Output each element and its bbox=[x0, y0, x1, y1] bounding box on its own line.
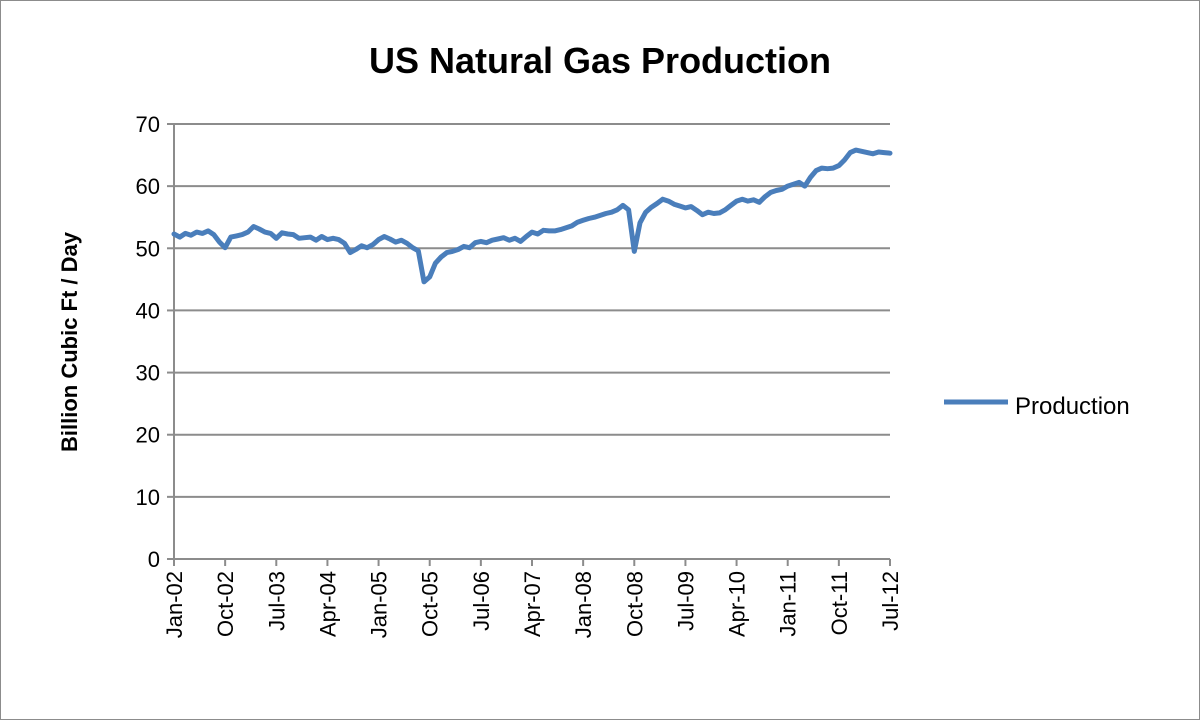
legend-label-production: Production bbox=[1015, 393, 1130, 420]
y-tick-label-20: 20 bbox=[136, 423, 160, 448]
x-tick-label-Oct-05: Oct-05 bbox=[418, 571, 443, 637]
axes bbox=[173, 124, 890, 560]
x-tick-label-Apr-10: Apr-10 bbox=[725, 571, 750, 637]
x-tick-labels: Jan-02 Oct-02 Jul-03 Apr-04 Jan-05 Oct-05 Jul-… bbox=[162, 571, 903, 638]
y-tick-label-30: 30 bbox=[136, 361, 160, 386]
x-tick-label-Jan-02: Jan-02 bbox=[162, 571, 187, 638]
x-tick-label-Jul-09: Jul-09 bbox=[673, 571, 698, 631]
chart-title: US Natural Gas Production bbox=[369, 40, 831, 81]
y-tick-label-40: 40 bbox=[136, 298, 160, 323]
x-tick-label-Apr-04: Apr-04 bbox=[315, 571, 340, 637]
y-axis-label: Billion Cubic Ft / Day bbox=[57, 231, 82, 452]
x-tick-label-Jan-11: Jan-11 bbox=[776, 571, 801, 637]
x-tick-label-Jul-12: Jul-12 bbox=[878, 571, 903, 631]
y-tick-label-10: 10 bbox=[136, 485, 160, 510]
x-tick-label-Jul-03: Jul-03 bbox=[264, 571, 289, 631]
x-tick-label-Oct-02: Oct-02 bbox=[213, 571, 238, 637]
y-tick-labels: 0 10 20 30 40 50 60 70 bbox=[136, 112, 160, 572]
x-tick-label-Oct-08: Oct-08 bbox=[622, 571, 647, 637]
x-tick-label-Jul-06: Jul-06 bbox=[469, 571, 494, 631]
x-tick-label-Jan-08: Jan-08 bbox=[571, 571, 596, 638]
y-tick-label-70: 70 bbox=[136, 112, 160, 137]
y-tick-label-50: 50 bbox=[136, 236, 160, 261]
x-tick-label-Jan-05: Jan-05 bbox=[367, 571, 392, 638]
production-series-line bbox=[171, 147, 893, 285]
x-tick-label-Oct-11: Oct-11 bbox=[827, 571, 852, 635]
y-tick-label-0: 0 bbox=[148, 547, 160, 572]
gridlines bbox=[167, 123, 891, 566]
legend: Production bbox=[944, 393, 1130, 420]
x-tick-label-Apr-07: Apr-07 bbox=[520, 571, 545, 637]
y-tick-label-60: 60 bbox=[136, 174, 160, 199]
